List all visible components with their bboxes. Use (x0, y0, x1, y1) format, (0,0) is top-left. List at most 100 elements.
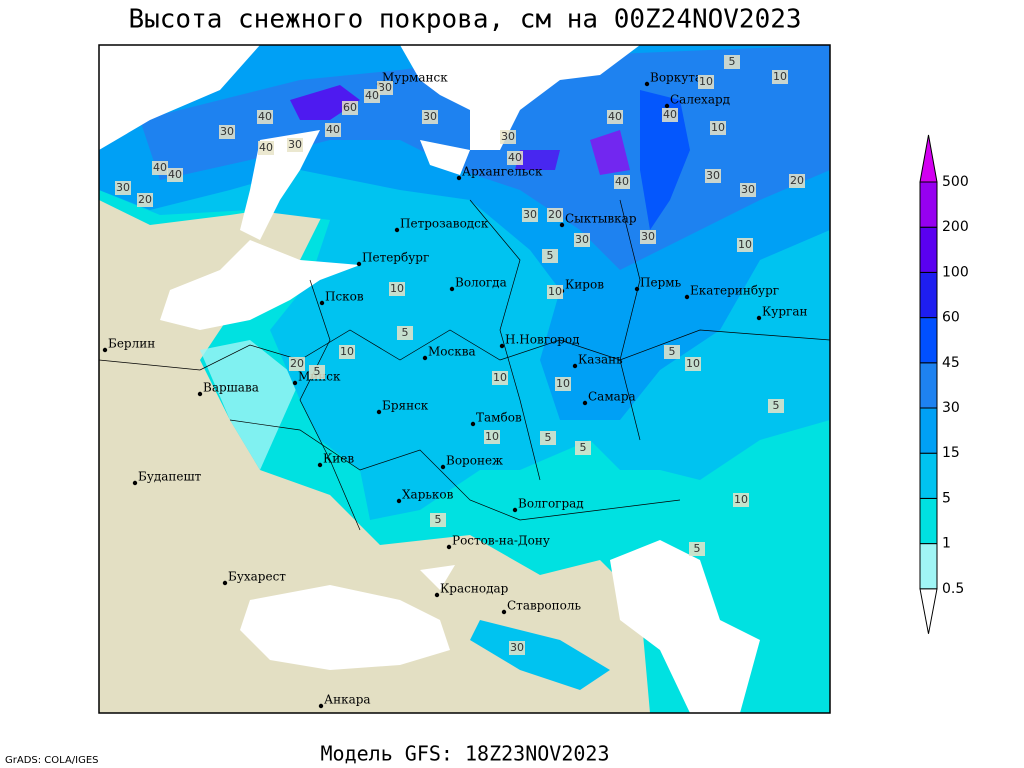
contour-label-box (152, 161, 168, 175)
contour-label-box (555, 377, 571, 391)
contour-label: 5 (580, 441, 587, 454)
city-label: Бухарест (228, 570, 286, 584)
contour-label-box (607, 110, 623, 124)
city-dot (512, 507, 518, 513)
city-label: Пермь (640, 276, 682, 290)
contour-label: 5 (545, 431, 552, 444)
contour-label: 5 (402, 326, 409, 339)
legend-label: 60 (942, 310, 960, 326)
contour-label: 30 (706, 169, 720, 182)
contour-label: 40 (608, 110, 622, 123)
contour-label-box (540, 431, 556, 445)
contour-label: 10 (686, 357, 700, 370)
contour-label-box (664, 345, 680, 359)
city-label: Курган (762, 305, 807, 319)
legend-label: 5 (942, 490, 951, 506)
legend-label: 200 (942, 219, 969, 235)
contour-label-box (507, 151, 523, 165)
contour-label-box (740, 183, 756, 197)
city-label: Берлин (108, 337, 155, 351)
city-label: Москва (428, 345, 476, 359)
contour-label: 20 (138, 193, 152, 206)
city-dot (132, 480, 138, 486)
contour-label: 30 (423, 110, 437, 123)
city-label: Петрозаводск (400, 217, 489, 231)
contour-label: 30 (510, 641, 524, 654)
city-label: Киев (323, 452, 354, 466)
city-dot (582, 400, 588, 406)
contour-label-box (219, 125, 235, 139)
city-label: Воркута (650, 71, 702, 85)
city-label: Мурманск (382, 71, 448, 85)
contour-label: 10 (548, 285, 562, 298)
contour-label: 5 (314, 365, 321, 378)
city-dot (319, 300, 325, 306)
contour-label: 10 (699, 75, 713, 88)
city-label: Петербург (362, 251, 429, 265)
legend-low (919, 588, 938, 634)
legend-label: 45 (942, 355, 960, 371)
city-dot (222, 580, 228, 586)
contour-label-box (614, 175, 630, 189)
model-caption: Модель GFS: 18Z23NOV2023 (321, 742, 610, 766)
city-label: Н.Новгород (505, 333, 580, 347)
city-label: Ставрополь (507, 599, 581, 613)
city-label: Варшава (203, 381, 259, 395)
contour-label: 10 (556, 377, 570, 390)
city-label: Казань (578, 353, 623, 367)
contour-label-box (309, 365, 325, 379)
city-label: Волгоград (518, 497, 584, 511)
legend-label: 30 (942, 400, 960, 416)
city-dot (499, 343, 505, 349)
city-dot (422, 355, 428, 361)
contour-label: 10 (390, 282, 404, 295)
contour-label-box (547, 208, 563, 222)
city-label: Сыктывкар (565, 212, 637, 226)
legend-band (919, 497, 938, 545)
contour-label: 5 (694, 542, 701, 555)
contour-label: 40 (508, 151, 522, 164)
contour-label: 30 (288, 138, 302, 151)
city-dot (664, 103, 670, 109)
city-label: Харьков (402, 488, 454, 502)
contour-label: 20 (548, 208, 562, 221)
city-label: Анкара (324, 693, 371, 707)
contour-label-box (689, 542, 705, 556)
city-label: Будапешт (138, 470, 202, 484)
contour-label: 40 (365, 89, 379, 102)
contour-label-box (724, 55, 740, 69)
legend-label: 0.5 (942, 581, 964, 597)
contour-label-box (377, 81, 393, 95)
contour-label-box (737, 238, 753, 252)
contour-label: 5 (547, 249, 554, 262)
contour-label: 5 (773, 399, 780, 412)
contour-label: 30 (220, 125, 234, 138)
contour-label: 60 (343, 101, 357, 114)
legend-band (919, 226, 938, 273)
contour-label: 40 (326, 123, 340, 136)
legend-band (919, 181, 938, 228)
city-dot (376, 409, 382, 415)
city-label: Воронеж (446, 454, 503, 468)
contour-label-box (430, 513, 446, 527)
contour-label-box (542, 249, 558, 263)
city-dot (317, 462, 323, 468)
contour-label-box (115, 181, 131, 195)
contour-label-box (257, 110, 273, 124)
city-label: Ростов-на-Дону (452, 534, 550, 548)
contour-label-box (789, 174, 805, 188)
contour-label: 5 (729, 55, 736, 68)
city-label: Псков (325, 290, 364, 304)
city-label: Вологда (455, 276, 507, 290)
contour-label: 30 (116, 181, 130, 194)
title: Высота снежного покрова, см на 00Z24NOV2… (128, 5, 801, 35)
contour-label: 5 (435, 513, 442, 526)
city-dot (292, 380, 298, 386)
city-label: Екатеринбург (690, 284, 779, 298)
contour-label: 10 (340, 345, 354, 358)
contour-label: 30 (501, 130, 515, 143)
contour-label-box (575, 441, 591, 455)
legend-band (919, 407, 938, 454)
contour-label-box (574, 233, 590, 247)
